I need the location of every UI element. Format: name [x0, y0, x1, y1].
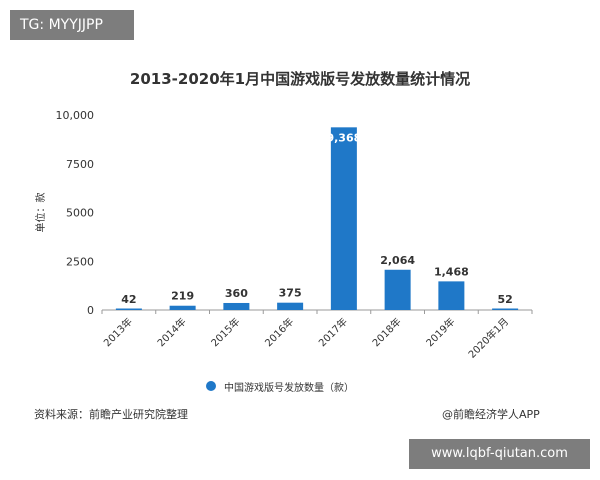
y-tick-label: 0	[87, 304, 94, 317]
y-tick-label: 7500	[66, 158, 94, 171]
data-label: 2,064	[380, 254, 415, 267]
data-label: 375	[279, 287, 302, 300]
y-tick-label: 2500	[66, 255, 94, 268]
credit-note: @前瞻经济学人APP	[442, 408, 540, 421]
bar	[438, 281, 465, 310]
x-tick-label: 2018年	[369, 315, 403, 349]
bar	[115, 308, 142, 310]
bar	[169, 305, 196, 310]
data-label: 42	[121, 293, 136, 306]
x-tick-label: 2015年	[208, 315, 242, 349]
data-label: 1,468	[434, 265, 469, 278]
data-label: 360	[225, 287, 248, 300]
bar	[384, 269, 411, 310]
legend-swatch	[206, 381, 216, 391]
source-note: 资料来源：前瞻产业研究院整理	[34, 408, 188, 421]
data-label: 9,368	[326, 131, 361, 144]
x-tick-label: 2017年	[316, 315, 350, 349]
x-tick-label: 2019年	[423, 315, 457, 349]
legend-label: 中国游戏版号发放数量（款）	[224, 382, 354, 394]
url-tag: www.lqbf-qiutan.com	[409, 439, 590, 469]
legend: 中国游戏版号发放数量（款）	[206, 378, 354, 394]
y-tick-label: 5000	[66, 207, 94, 220]
x-tick-label: 2020年1月	[465, 315, 511, 361]
y-axis-label: 单位：款	[34, 193, 47, 233]
bar	[223, 302, 250, 310]
data-label: 219	[171, 290, 194, 303]
bar	[492, 308, 519, 310]
data-label: 52	[497, 293, 512, 306]
watermark-tag: TG: MYYJJPP	[10, 10, 134, 40]
bar	[277, 302, 304, 310]
x-tick-label: 2014年	[154, 315, 188, 349]
x-tick-label: 2016年	[262, 315, 296, 349]
x-tick-label: 2013年	[101, 315, 135, 349]
bar	[330, 127, 357, 310]
chart-title: 2013-2020年1月中国游戏版号发放数量统计情况	[129, 70, 471, 88]
y-tick-label: 10,000	[56, 109, 95, 122]
